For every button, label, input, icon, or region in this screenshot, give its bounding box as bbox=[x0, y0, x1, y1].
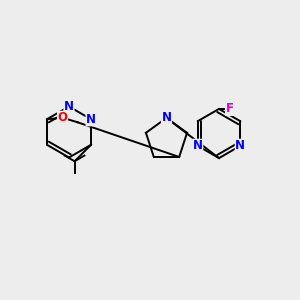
Text: N: N bbox=[161, 111, 172, 124]
Text: N: N bbox=[235, 139, 245, 152]
Text: N: N bbox=[64, 100, 74, 113]
Text: F: F bbox=[226, 102, 233, 116]
Text: N: N bbox=[193, 139, 203, 152]
Text: N: N bbox=[86, 113, 96, 126]
Text: O: O bbox=[58, 111, 68, 124]
